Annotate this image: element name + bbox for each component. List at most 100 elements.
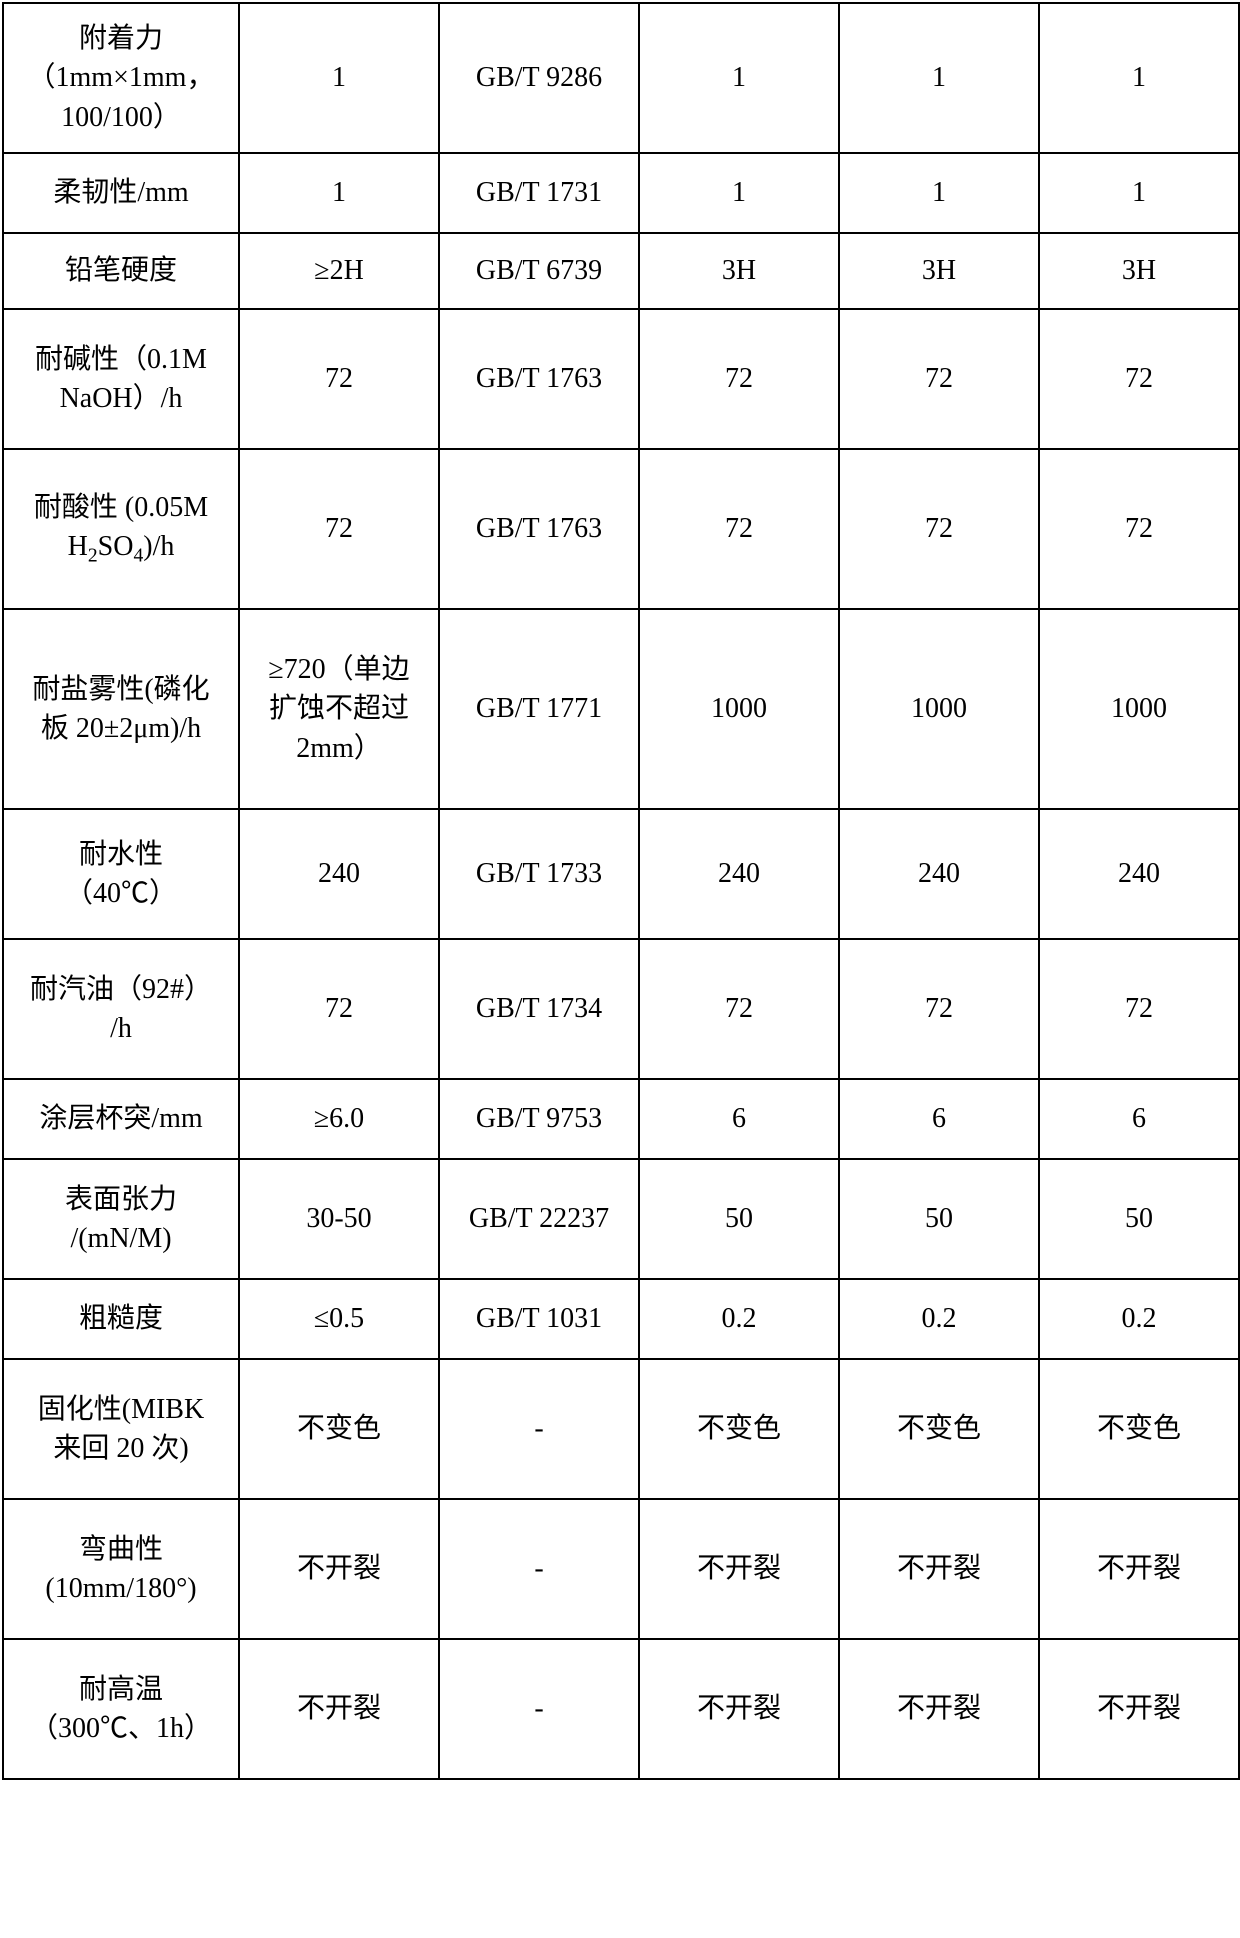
table-cell: 1000 (1039, 609, 1239, 809)
table-cell: ≥720（单边 扩蚀不超过 2mm） (239, 609, 439, 809)
table-cell: 附着力 （1mm×1mm， 100/100） (3, 3, 239, 153)
table-cell: 72 (839, 449, 1039, 609)
table-cell: 铅笔硬度 (3, 233, 239, 309)
table-cell: ≥2H (239, 233, 439, 309)
table-row: 粗糙度≤0.5GB/T 10310.20.20.2 (3, 1279, 1239, 1359)
table-cell: 弯曲性 (10mm/180°) (3, 1499, 239, 1639)
table-cell: 不开裂 (239, 1499, 439, 1639)
table-cell: 耐汽油（92#） /h (3, 939, 239, 1079)
table-cell: 3H (1039, 233, 1239, 309)
table-cell: - (439, 1499, 639, 1639)
table-cell: GB/T 1731 (439, 153, 639, 233)
table-cell: 72 (639, 449, 839, 609)
table-cell: 不开裂 (839, 1639, 1039, 1779)
table-cell: 不开裂 (1039, 1639, 1239, 1779)
table-cell: 1000 (639, 609, 839, 809)
table-cell: GB/T 1734 (439, 939, 639, 1079)
table-row: 耐酸性 (0.05MH2SO4)/h72GB/T 1763727272 (3, 449, 1239, 609)
table-cell: 240 (1039, 809, 1239, 939)
table-cell: 72 (1039, 449, 1239, 609)
table-cell: 30-50 (239, 1159, 439, 1279)
table-cell: 耐高温 （300℃、1h） (3, 1639, 239, 1779)
table-cell: ≤0.5 (239, 1279, 439, 1359)
table-cell: ≥6.0 (239, 1079, 439, 1159)
table-cell: 6 (639, 1079, 839, 1159)
table-row: 表面张力 /(mN/M)30-50GB/T 22237505050 (3, 1159, 1239, 1279)
table-cell: 耐盐雾性(磷化 板 20±2μm)/h (3, 609, 239, 809)
table-cell: 50 (839, 1159, 1039, 1279)
table-cell: 6 (1039, 1079, 1239, 1159)
table-cell: 1 (839, 3, 1039, 153)
table-row: 耐盐雾性(磷化 板 20±2μm)/h≥720（单边 扩蚀不超过 2mm）GB/… (3, 609, 1239, 809)
table-row: 耐水性 （40℃）240GB/T 1733240240240 (3, 809, 1239, 939)
table-row: 涂层杯突/mm≥6.0GB/T 9753666 (3, 1079, 1239, 1159)
table-cell: 耐碱性（0.1M NaOH）/h (3, 309, 239, 449)
table-cell: 不变色 (1039, 1359, 1239, 1499)
table-cell: 柔韧性/mm (3, 153, 239, 233)
table-cell: 不开裂 (639, 1499, 839, 1639)
table-cell: 6 (839, 1079, 1039, 1159)
table-cell: 240 (839, 809, 1039, 939)
table-cell: 不变色 (239, 1359, 439, 1499)
table-row: 固化性(MIBK 来回 20 次)不变色-不变色不变色不变色 (3, 1359, 1239, 1499)
table-cell: 1 (1039, 153, 1239, 233)
table-cell: 72 (639, 309, 839, 449)
table-cell: 50 (1039, 1159, 1239, 1279)
table-cell: 1000 (839, 609, 1039, 809)
table-cell: 0.2 (639, 1279, 839, 1359)
table-cell: 72 (239, 449, 439, 609)
table-cell: 0.2 (839, 1279, 1039, 1359)
table-cell: GB/T 1771 (439, 609, 639, 809)
table-row: 耐汽油（92#） /h72GB/T 1734727272 (3, 939, 1239, 1079)
table-cell: 50 (639, 1159, 839, 1279)
table-cell: 72 (639, 939, 839, 1079)
table-cell: 1 (839, 153, 1039, 233)
table-cell: 不开裂 (839, 1499, 1039, 1639)
table-cell: 72 (1039, 309, 1239, 449)
table-cell: GB/T 1763 (439, 309, 639, 449)
table-cell: 72 (839, 309, 1039, 449)
table-cell: GB/T 1763 (439, 449, 639, 609)
table-cell: GB/T 6739 (439, 233, 639, 309)
table-cell: 不开裂 (639, 1639, 839, 1779)
table-cell: GB/T 1733 (439, 809, 639, 939)
table-cell: GB/T 1031 (439, 1279, 639, 1359)
table-cell: 1 (239, 3, 439, 153)
table-cell: GB/T 22237 (439, 1159, 639, 1279)
table-cell: 1 (639, 3, 839, 153)
table-cell: 240 (639, 809, 839, 939)
table-cell: 72 (239, 309, 439, 449)
table-cell: 1 (239, 153, 439, 233)
table-cell: 72 (1039, 939, 1239, 1079)
table-cell: 粗糙度 (3, 1279, 239, 1359)
table-cell: 表面张力 /(mN/M) (3, 1159, 239, 1279)
table-row: 附着力 （1mm×1mm， 100/100）1GB/T 9286111 (3, 3, 1239, 153)
table-cell: 72 (839, 939, 1039, 1079)
table-cell: 0.2 (1039, 1279, 1239, 1359)
table-cell: 72 (239, 939, 439, 1079)
table-cell: 3H (839, 233, 1039, 309)
table-cell: 1 (1039, 3, 1239, 153)
table-cell: 耐酸性 (0.05MH2SO4)/h (3, 449, 239, 609)
table-cell: GB/T 9286 (439, 3, 639, 153)
table-cell: 3H (639, 233, 839, 309)
table-cell: - (439, 1359, 639, 1499)
table-cell: 耐水性 （40℃） (3, 809, 239, 939)
table-cell: 不变色 (839, 1359, 1039, 1499)
table-row: 耐碱性（0.1M NaOH）/h72GB/T 1763727272 (3, 309, 1239, 449)
table-row: 耐高温 （300℃、1h）不开裂-不开裂不开裂不开裂 (3, 1639, 1239, 1779)
table-cell: 不变色 (639, 1359, 839, 1499)
table-cell: 涂层杯突/mm (3, 1079, 239, 1159)
table-row: 铅笔硬度≥2HGB/T 67393H3H3H (3, 233, 1239, 309)
table-cell: GB/T 9753 (439, 1079, 639, 1159)
spec-table: 附着力 （1mm×1mm， 100/100）1GB/T 9286111柔韧性/m… (2, 2, 1240, 1780)
spec-table-body: 附着力 （1mm×1mm， 100/100）1GB/T 9286111柔韧性/m… (3, 3, 1239, 1779)
table-row: 柔韧性/mm1GB/T 1731111 (3, 153, 1239, 233)
table-row: 弯曲性 (10mm/180°)不开裂-不开裂不开裂不开裂 (3, 1499, 1239, 1639)
table-cell: 不开裂 (1039, 1499, 1239, 1639)
table-cell: 240 (239, 809, 439, 939)
table-cell: - (439, 1639, 639, 1779)
table-cell: 不开裂 (239, 1639, 439, 1779)
table-cell: 固化性(MIBK 来回 20 次) (3, 1359, 239, 1499)
table-cell: 1 (639, 153, 839, 233)
